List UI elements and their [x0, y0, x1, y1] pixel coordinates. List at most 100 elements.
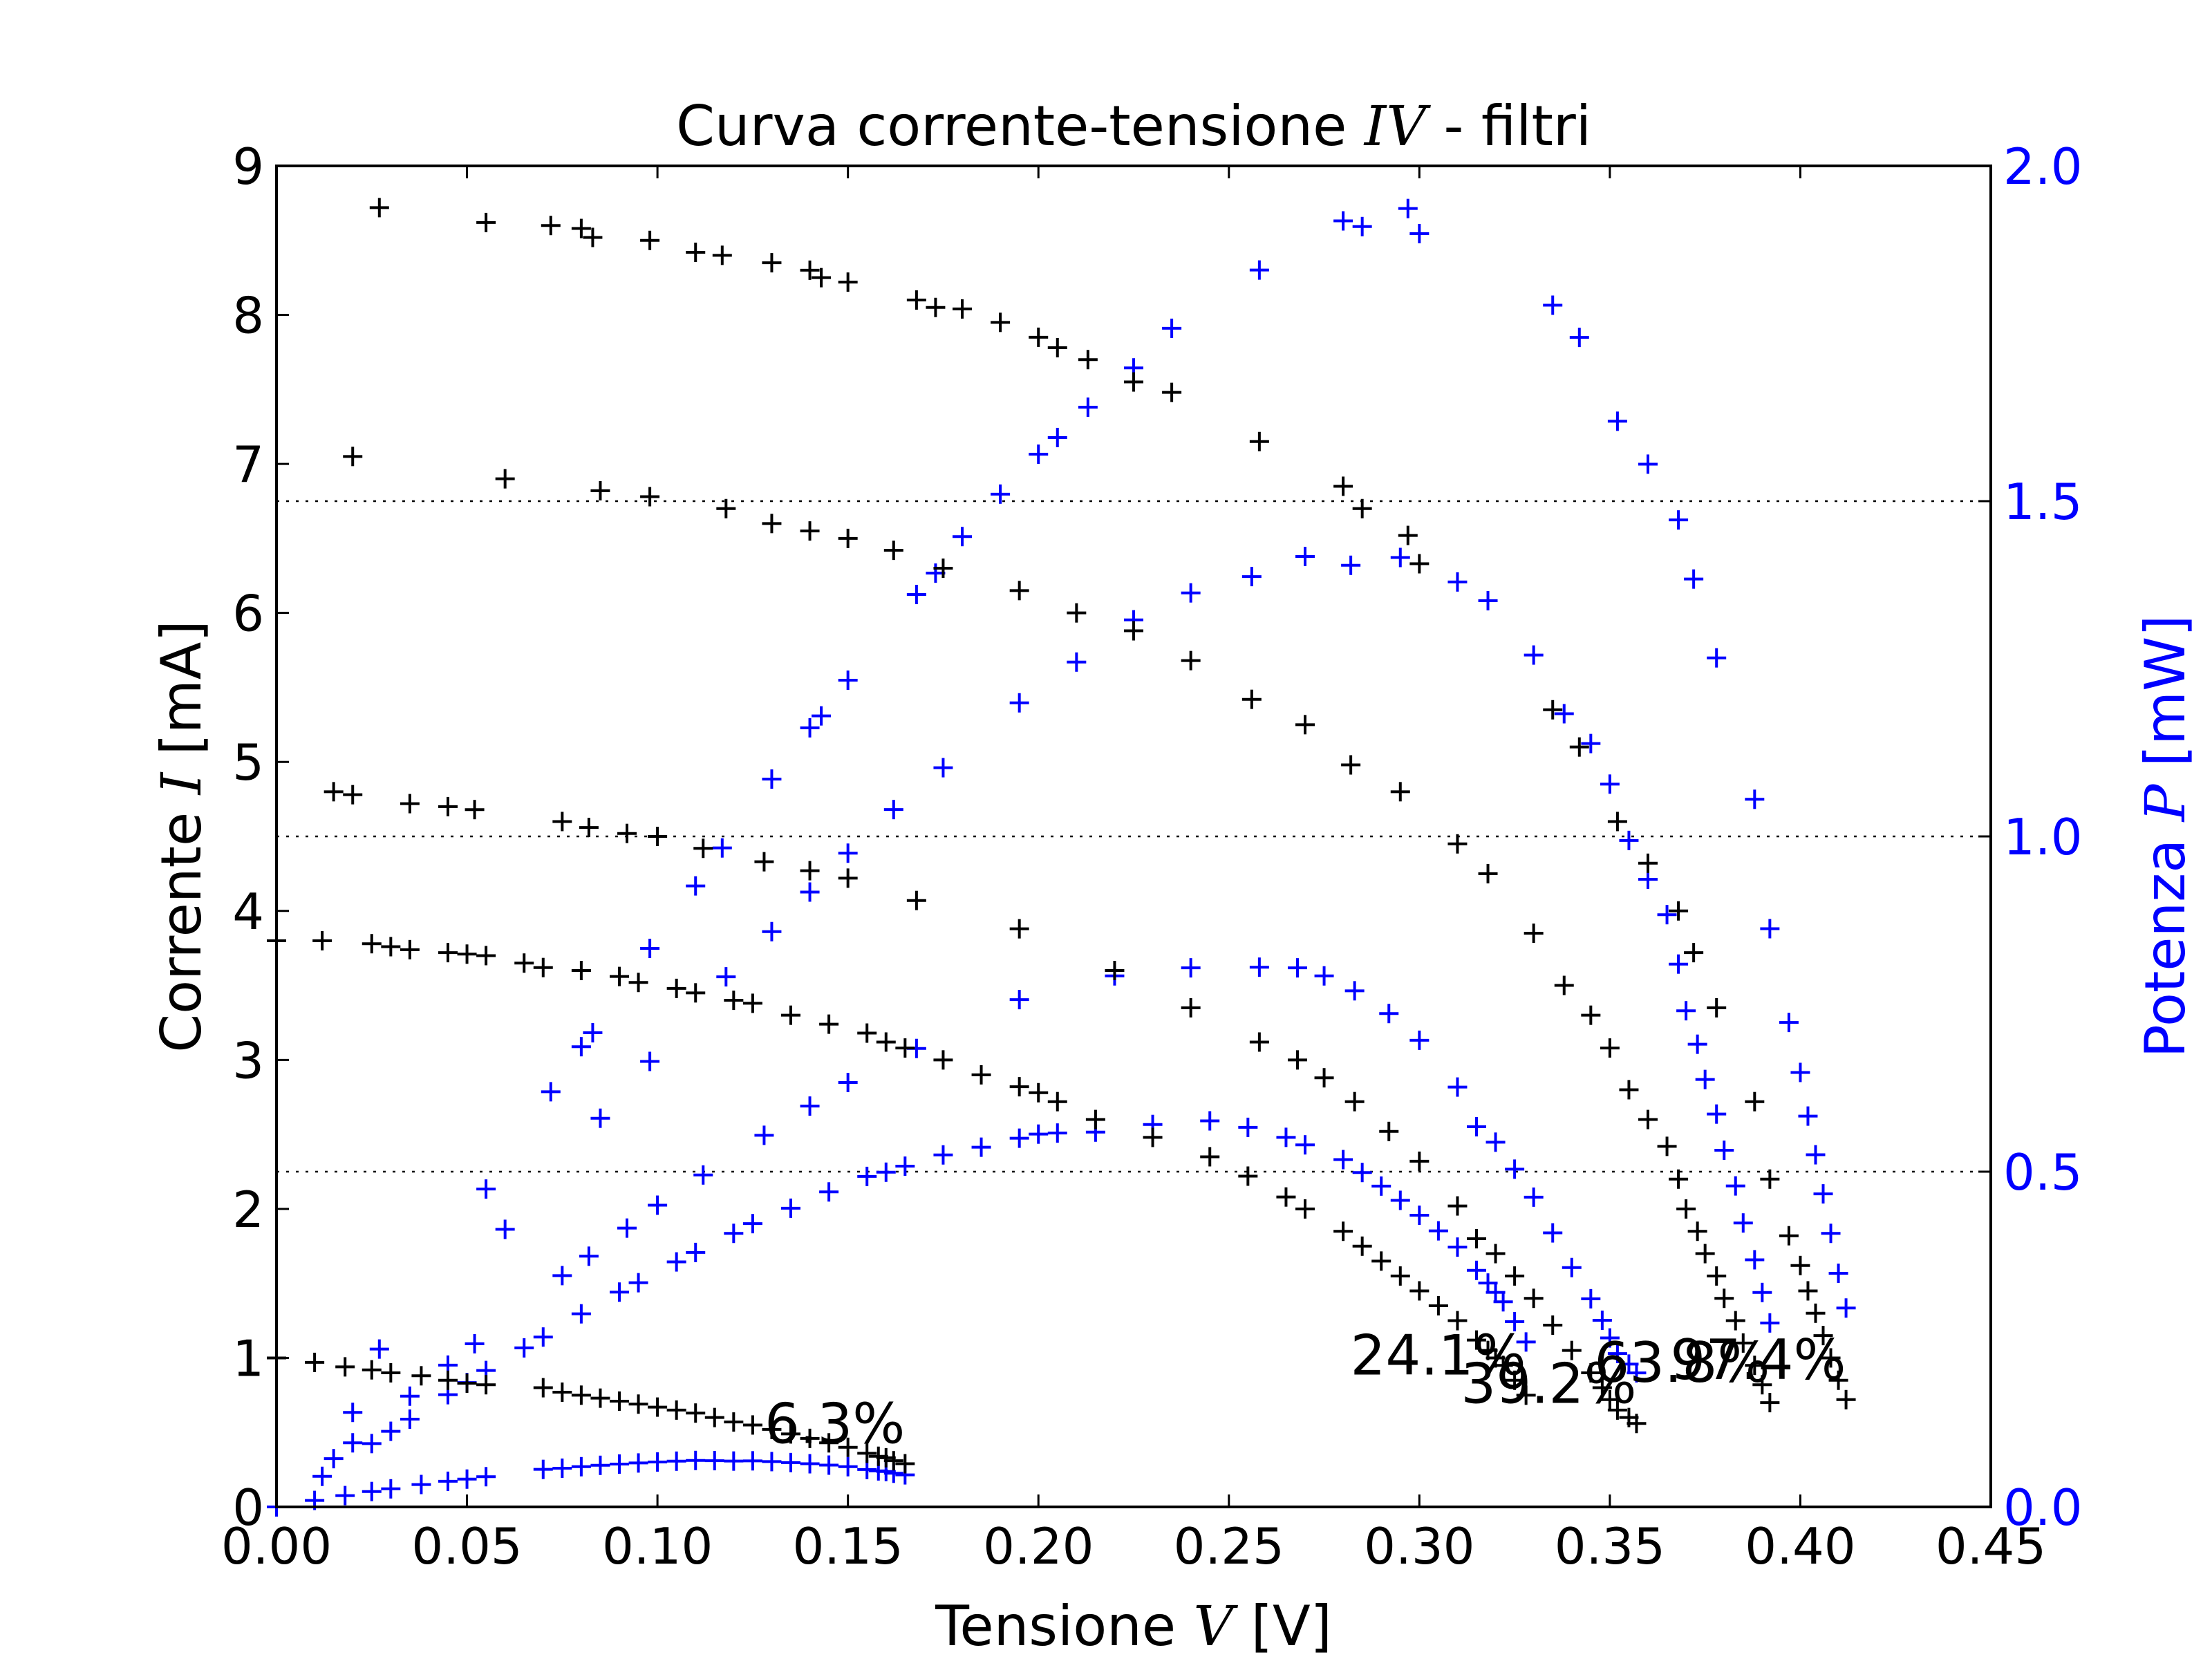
- series-annotation: 6.3%: [765, 1391, 905, 1456]
- power-point: [640, 1051, 660, 1071]
- current-point: [1009, 1077, 1029, 1097]
- current-point: [1600, 1389, 1620, 1409]
- current-point: [640, 487, 660, 507]
- power-point: [583, 1023, 603, 1043]
- power-point: [800, 882, 820, 902]
- power-point: [857, 1166, 877, 1186]
- power-point: [1581, 733, 1601, 753]
- power-point: [1725, 1176, 1745, 1196]
- power-point: [1333, 211, 1353, 231]
- power-point: [1295, 547, 1315, 567]
- current-point: [1798, 1281, 1818, 1301]
- power-point: [1047, 427, 1067, 447]
- current-point: [686, 243, 706, 263]
- current-point: [476, 1375, 496, 1395]
- data-marks: [267, 198, 1856, 1517]
- current-point: [1467, 1330, 1486, 1350]
- current-point: [362, 1360, 382, 1380]
- power-point: [933, 1145, 953, 1165]
- current-point: [1447, 1311, 1468, 1331]
- power-point: [1600, 1328, 1620, 1348]
- current-point: [1287, 1050, 1307, 1070]
- current-point: [1485, 1244, 1506, 1264]
- current-point: [1779, 1226, 1799, 1246]
- current-point: [312, 930, 332, 950]
- current-point: [1554, 975, 1574, 995]
- power-point: [742, 1451, 762, 1471]
- power-point: [1333, 1150, 1353, 1170]
- current-point: [800, 521, 820, 541]
- current-point: [648, 827, 668, 846]
- current-point: [742, 1415, 762, 1435]
- power-point: [754, 1125, 774, 1145]
- current-point: [1505, 1370, 1525, 1390]
- current-point: [933, 1050, 953, 1070]
- current-point: [335, 1357, 355, 1377]
- power-point: [552, 1266, 572, 1286]
- current-point: [1409, 1281, 1430, 1301]
- power-point: [617, 1218, 637, 1238]
- power-point: [362, 1481, 382, 1501]
- y-left-tick-label: 4: [232, 883, 264, 941]
- power-point: [628, 1453, 648, 1473]
- current-point: [457, 1374, 477, 1394]
- current-point: [1638, 853, 1658, 873]
- current-point: [369, 198, 389, 218]
- current-point: [1813, 1326, 1833, 1346]
- power-point: [1745, 1250, 1765, 1270]
- current-point: [1238, 1166, 1258, 1186]
- current-point: [812, 268, 832, 288]
- power-point: [571, 1304, 591, 1324]
- current-point: [1047, 1091, 1067, 1112]
- power-point: [1409, 1030, 1430, 1050]
- current-point: [704, 1407, 724, 1427]
- current-point: [1105, 961, 1125, 980]
- current-point: [724, 991, 744, 1011]
- power-point: [1428, 1221, 1448, 1241]
- power-point: [1752, 1282, 1772, 1302]
- current-point: [1314, 1068, 1334, 1088]
- power-point: [742, 1214, 762, 1234]
- power-point: [1543, 1223, 1563, 1243]
- power-point: [533, 1327, 553, 1347]
- current-point: [1009, 581, 1029, 601]
- current-point: [1344, 1091, 1365, 1112]
- power-point: [324, 1449, 344, 1469]
- x-tick-label: 0.10: [602, 1517, 713, 1575]
- current-point: [906, 290, 926, 310]
- current-point: [552, 812, 572, 832]
- power-point: [1200, 1111, 1220, 1131]
- power-point: [1760, 919, 1780, 939]
- current-point: [895, 1454, 915, 1474]
- current-point: [1295, 1199, 1315, 1219]
- power-point: [712, 838, 732, 858]
- current-point: [1390, 1266, 1410, 1286]
- power-point: [1524, 1187, 1544, 1207]
- current-point: [324, 782, 344, 802]
- power-point: [1760, 1313, 1780, 1333]
- current-point: [857, 1023, 877, 1043]
- current-point: [895, 1038, 915, 1058]
- current-point: [1409, 1151, 1430, 1171]
- x-tick-label: 0.15: [793, 1517, 903, 1575]
- current-point: [1276, 1187, 1296, 1207]
- power-point: [686, 1450, 706, 1470]
- current-point: [1607, 1400, 1627, 1420]
- power-point: [628, 1273, 648, 1293]
- power-point: [1181, 958, 1201, 978]
- power-point: [686, 1242, 706, 1262]
- current-point: [381, 1363, 401, 1382]
- current-point: [628, 1394, 648, 1414]
- power-point: [1295, 1135, 1315, 1155]
- y-left-tick-label: 9: [232, 138, 264, 196]
- power-point: [1657, 905, 1677, 925]
- power-point: [762, 1452, 782, 1472]
- current-point: [876, 1032, 896, 1052]
- current-point: [1493, 1356, 1513, 1376]
- current-point: [1657, 1136, 1677, 1156]
- power-point: [1707, 1104, 1727, 1124]
- current-point: [1029, 1082, 1049, 1103]
- power-point: [1447, 1077, 1468, 1097]
- power-point: [343, 1433, 363, 1453]
- current-point: [648, 1397, 668, 1417]
